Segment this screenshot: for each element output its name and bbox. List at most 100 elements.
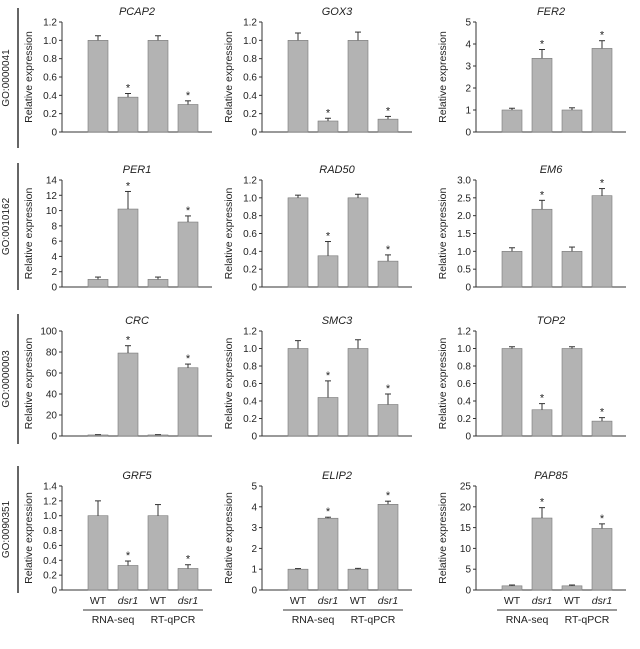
y-axis-label: Relative expression [223,188,235,280]
bar [177,221,199,288]
group-label: RT-qPCR [351,614,396,626]
y-axis-label: Relative expression [437,188,449,280]
y-tick-label: 0 [465,432,471,443]
y-tick-label: 3 [251,523,257,534]
y-tick-label: 2.5 [457,193,471,204]
bar [377,118,399,133]
chart-title: PCAP2 [119,6,155,18]
y-tick-label: 1.4 [43,482,57,493]
bar [531,208,553,288]
y-axis-label: Relative expression [23,188,35,280]
y-tick-label: 0.8 [457,362,471,373]
y-tick-label: 0.6 [243,379,257,390]
significance-marker: * [186,353,191,365]
y-tick-label: 20 [46,411,58,422]
y-tick-label: 1.2 [243,176,257,187]
significance-marker: * [186,554,191,566]
x-category-label: dsr1 [592,595,612,607]
y-tick-label: 0 [465,128,471,139]
y-tick-label: 1.2 [243,327,257,338]
y-tick-label: 1.2 [43,496,57,507]
bar [347,348,369,437]
chart-panel-grf5: GRF5 Relative expression 0 0.2 0.4 0.6 0.8 1.0 1… [23,470,212,626]
y-tick-label: 2 [251,544,257,555]
x-category-label: WT [564,595,581,607]
y-tick-label: 10 [460,544,472,555]
chart-title: PER1 [123,164,152,176]
chart-title: SMC3 [322,315,353,327]
bar [591,195,613,288]
significance-marker: * [386,490,391,502]
bar [561,585,583,591]
chart-panel-gox3: GOX3 Relative expression 0 0.2 0.4 0.6 0.8 1.0 1… [223,6,412,139]
significance-marker: * [540,189,545,201]
y-tick-label: 1.0 [243,36,257,47]
y-tick-label: 80 [46,348,58,359]
x-category-label: WT [504,595,521,607]
y-tick-label: 15 [460,523,472,534]
y-axis-label: Relative expression [223,31,235,123]
bar [501,585,523,591]
group-label: RNA-seq [292,614,335,626]
group-label: RNA-seq [92,614,135,626]
y-tick-label: 0.2 [43,571,57,582]
chart-panel-smc3: SMC3 Relative expression 0 0.2 0.4 0.6 0.8 1.0 1… [223,315,412,443]
bar [561,109,583,133]
y-axis-label: Relative expression [437,31,449,123]
bar [287,568,309,591]
y-tick-label: 5 [465,18,471,29]
y-tick-label: 0.8 [243,54,257,65]
y-tick-label: 3 [465,62,471,73]
bar [531,517,553,591]
significance-marker: * [326,107,331,119]
y-tick-label: 0 [51,283,57,294]
y-tick-label: 0 [465,586,471,597]
significance-marker: * [126,83,131,95]
y-tick-label: 0.2 [43,109,57,120]
y-tick-label: 12 [46,191,58,202]
chart-title: TOP2 [537,315,566,327]
y-tick-label: 0.6 [43,73,57,84]
y-tick-label: 0 [251,586,257,597]
y-tick-label: 0.2 [243,109,257,120]
significance-marker: * [600,178,605,190]
bar [117,352,139,437]
group-label: RT-qPCR [151,614,196,626]
bar [87,40,109,133]
y-tick-label: 0.2 [243,265,257,276]
bar [317,255,339,288]
y-axis-label: Relative expression [23,31,35,123]
chart-panel-rad50: RAD50 Relative expression 0 0.2 0.4 0.6 0.8 1.0… [223,164,412,294]
significance-marker: * [386,244,391,256]
chart-panel-top2: TOP2 Relative expression 0 0.2 0.4 0.6 0.8 1.0 1… [437,315,626,443]
chart-panel-pap85: PAP85 Relative expression 0 5 10 15 20 25 * * WT ds… [437,470,626,626]
y-tick-label: 0 [251,432,257,443]
y-tick-label: 0.2 [243,414,257,425]
x-category-label: WT [150,595,167,607]
significance-marker: * [386,105,391,117]
bar [87,279,109,288]
bar [317,517,339,591]
y-tick-label: 0.6 [243,229,257,240]
bar [177,104,199,133]
y-tick-label: 0.5 [457,265,471,276]
significance-marker: * [600,407,605,419]
y-tick-label: 1.0 [243,344,257,355]
y-tick-label: 60 [46,369,58,380]
y-tick-label: 10 [46,206,58,217]
y-tick-label: 1.2 [43,18,57,29]
y-tick-label: 0.4 [43,91,57,102]
y-axis-label: Relative expression [437,492,449,584]
bar [561,348,583,437]
y-tick-label: 0.8 [43,54,57,65]
y-tick-label: 0.8 [243,211,257,222]
y-tick-label: 0.8 [43,526,57,537]
chart-title: CRC [125,315,149,327]
y-tick-label: 1 [251,565,257,576]
y-axis-label: Relative expression [23,338,35,430]
y-tick-label: 1.2 [457,327,471,338]
bar [377,404,399,437]
significance-marker: * [326,370,331,382]
bar [591,528,613,591]
y-tick-label: 0.4 [243,247,257,258]
